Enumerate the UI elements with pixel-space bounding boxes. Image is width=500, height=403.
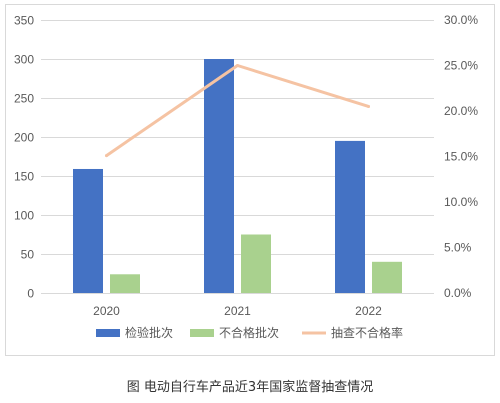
- y-axis-tick-label: 250: [14, 92, 34, 106]
- y-axis-tick-label: 300: [14, 53, 34, 67]
- bar-failed-batches-2021: [241, 234, 271, 293]
- secondary-y-axis-tick-label: 10.0%: [444, 195, 478, 209]
- bar-failed-batches-2022: [372, 261, 402, 293]
- gridlines: [41, 20, 434, 294]
- x-axis-tick-label: 2022: [355, 304, 382, 318]
- bar-inspection-batches-2021: [204, 59, 234, 293]
- legend-label: 抽查不合格率: [331, 325, 403, 340]
- legend: 检验批次 不合格批次 抽查不合格率: [96, 325, 403, 340]
- legend-label: 不合格批次: [219, 325, 279, 340]
- y-axis-tick-label: 0: [27, 287, 34, 301]
- bar-failed-batches-2020: [110, 274, 140, 293]
- legend-item-failure-rate: 抽查不合格率: [302, 325, 403, 340]
- line-point-failure-rate-2022: [367, 104, 370, 108]
- bar-inspection-batches-2022: [335, 140, 365, 293]
- y-axis-tick-label: 150: [14, 170, 34, 184]
- y-axis-tick-label: 350: [14, 14, 34, 28]
- legend-swatch: [190, 329, 214, 337]
- combo-chart: 0 50 100 150 200 250 300 350 0.0% 5.0% 10.0% 15.0% 2…: [5, 4, 495, 356]
- y-axis-tick-label: 50: [21, 248, 35, 262]
- bar-inspection-batches-2020: [73, 168, 103, 293]
- legend-label: 检验批次: [125, 325, 173, 340]
- secondary-y-axis-tick-label: 15.0%: [444, 150, 478, 164]
- secondary-y-axis-tick-label: 25.0%: [444, 59, 478, 73]
- y-axis-tick-label: 200: [14, 131, 34, 145]
- y-axis-tick-label: 100: [14, 209, 34, 223]
- secondary-y-axis-tick-label: 30.0%: [444, 13, 478, 27]
- secondary-y-axis-tick-label: 20.0%: [444, 104, 478, 118]
- legend-item-inspection-batches: 检验批次: [96, 325, 173, 340]
- figure-caption: 图 电动自行车产品近3年国家监督抽查情况: [126, 380, 374, 395]
- secondary-y-axis-tick-label: 0.0%: [444, 286, 472, 300]
- x-axis-tick-label: 2020: [93, 304, 120, 318]
- line-point-failure-rate-2020: [105, 154, 108, 158]
- line-point-failure-rate-2021: [236, 64, 239, 67]
- legend-swatch: [96, 329, 120, 337]
- secondary-y-axis-tick-label: 5.0%: [444, 241, 472, 255]
- legend-item-failed-batches: 不合格批次: [190, 325, 279, 340]
- x-axis-tick-label: 2021: [224, 304, 251, 318]
